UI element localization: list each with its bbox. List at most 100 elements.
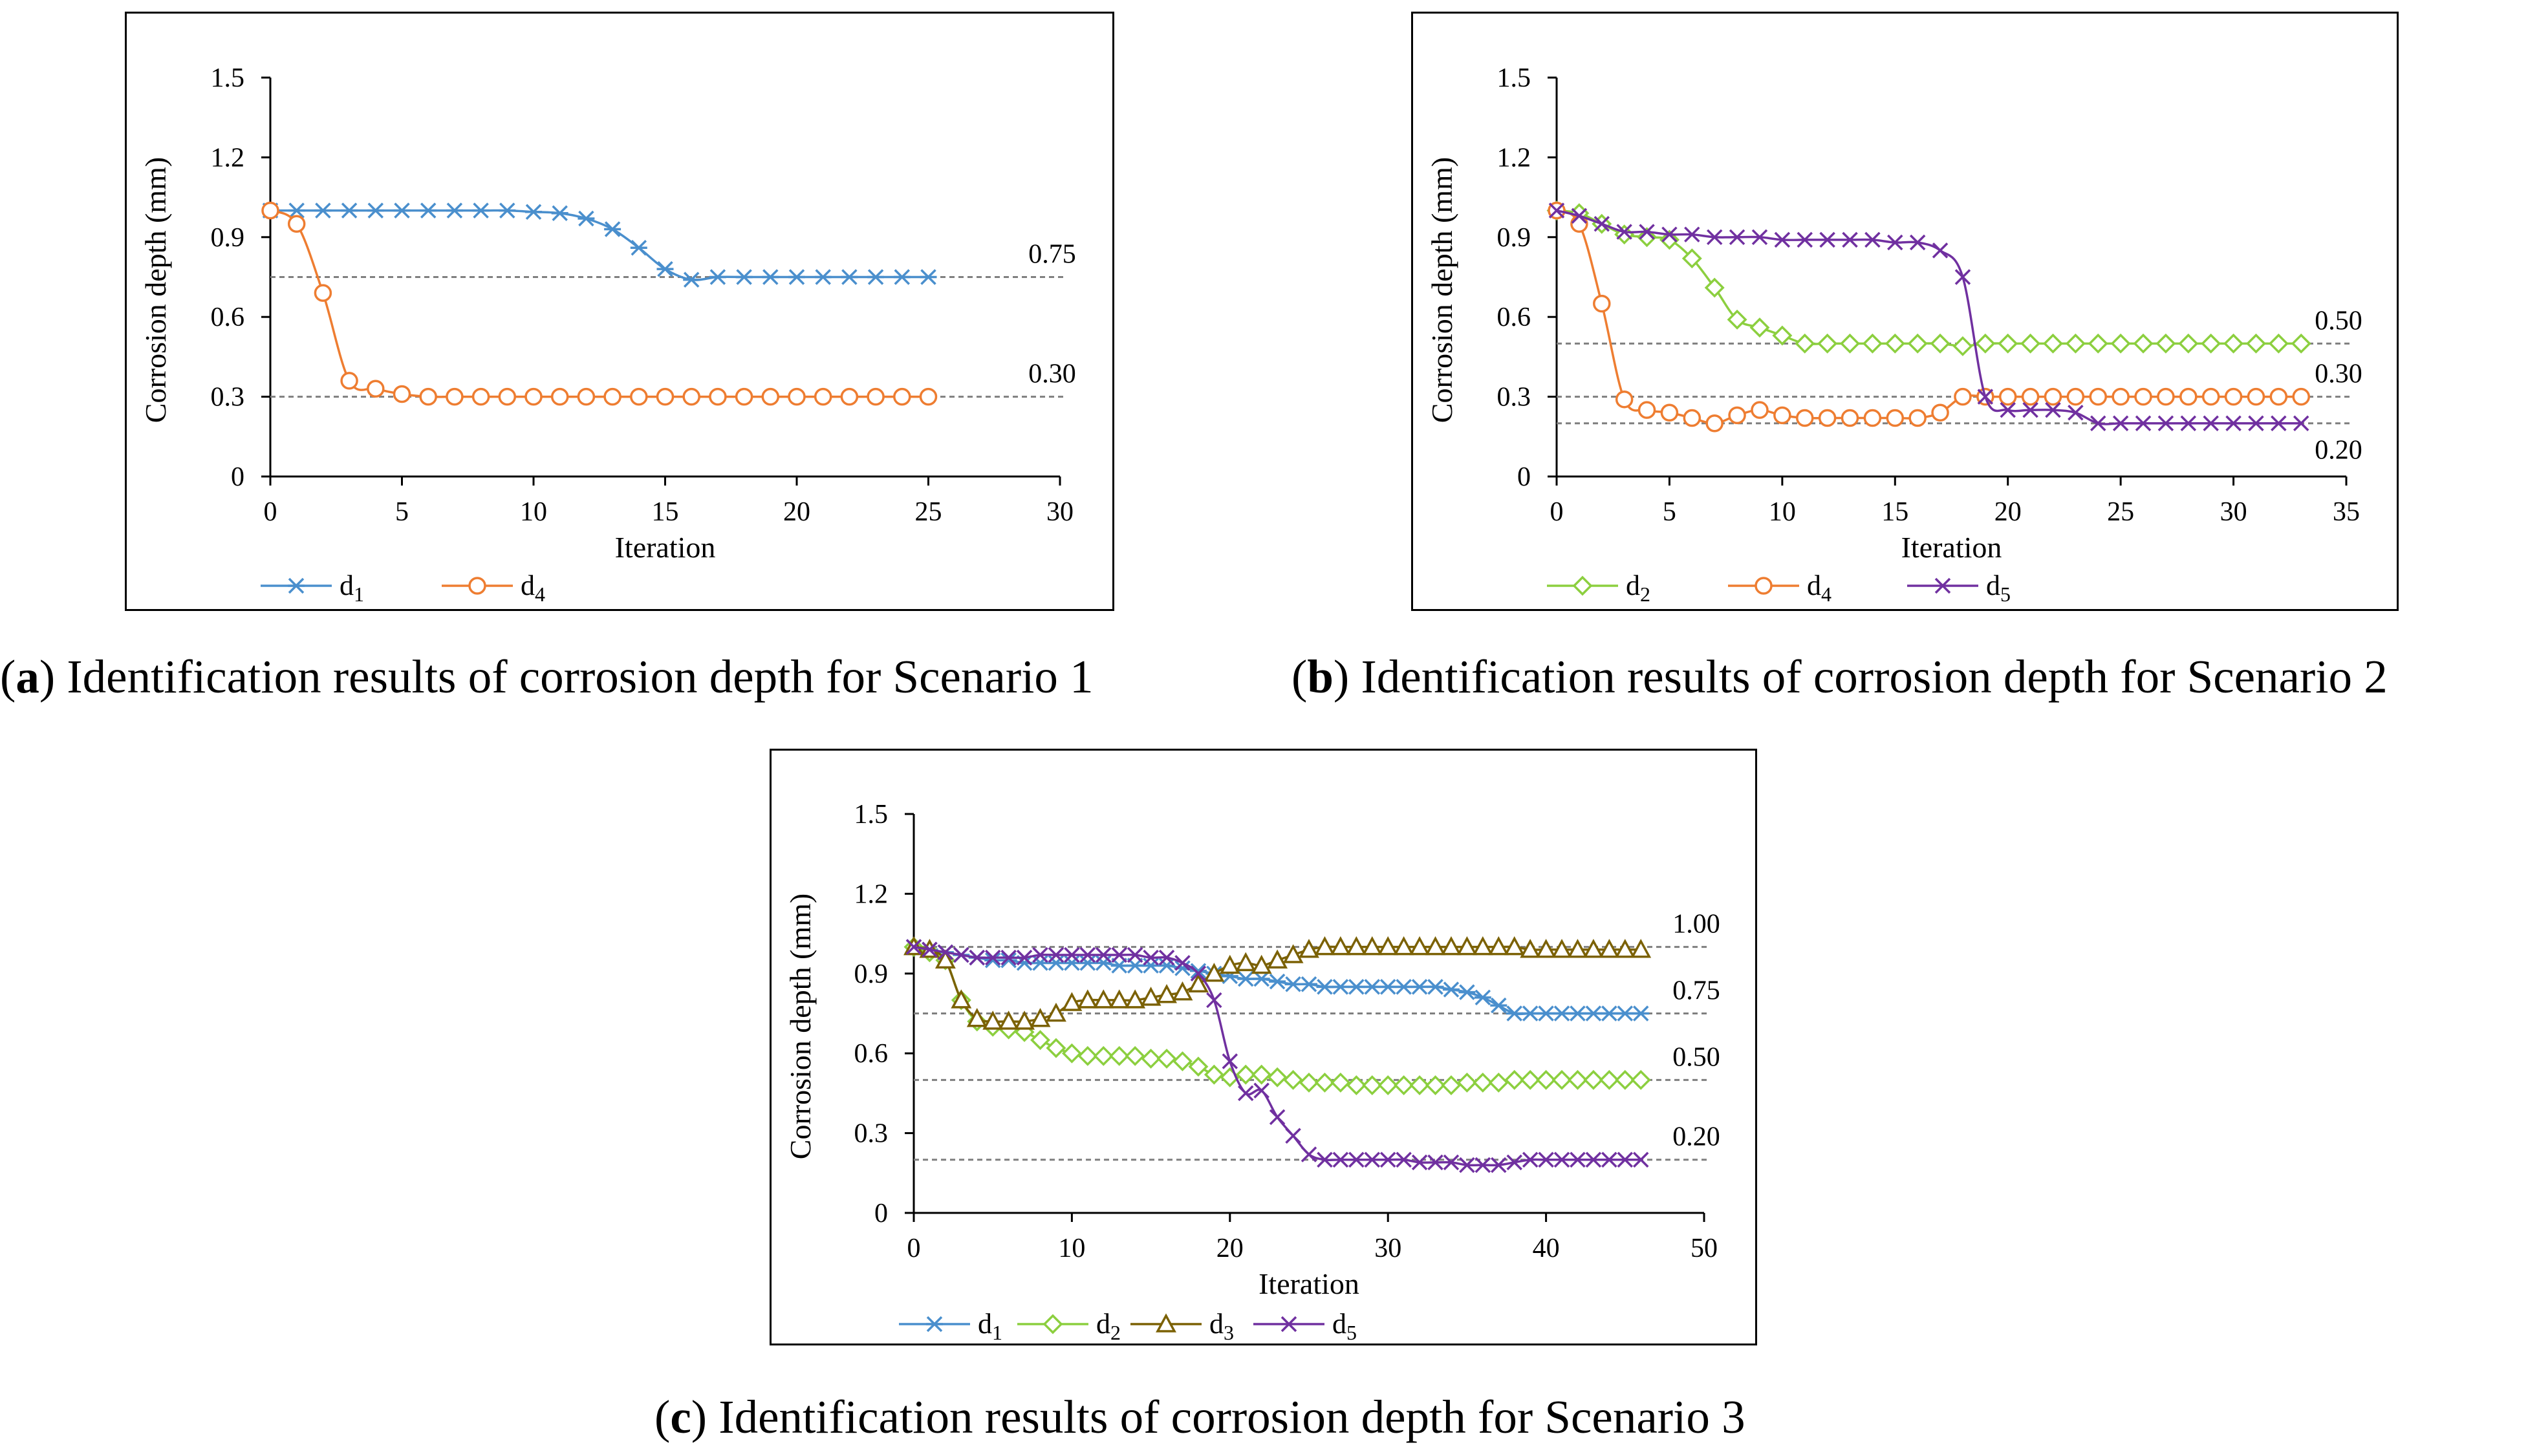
data-point-d2 [1409, 1075, 1430, 1096]
data-point-d1 [1189, 963, 1207, 979]
data-point-d1 [920, 269, 937, 285]
chart-c: 0 0.3 0.6 0.9 1.2 1.5 0 10 20 30 40 50 Iteration Corr… [784, 800, 1720, 1344]
data-point-d4 [1954, 387, 1972, 406]
data-point-d1 [1506, 1005, 1523, 1022]
data-point-d3 [951, 989, 972, 1009]
data-point-d5 [2225, 415, 2242, 431]
series-line-d2 [1556, 209, 2302, 348]
data-point-d3 [1377, 936, 1399, 956]
data-point-d3 [1551, 939, 1572, 958]
data-point-d5 [2045, 401, 2061, 418]
data-point-d2 [1727, 309, 1747, 330]
reference-line-label: 0.20 [2315, 436, 2362, 466]
legend-marker-d1 [288, 577, 305, 594]
data-point-d1 [341, 202, 358, 219]
series-d5 [905, 939, 1649, 1173]
data-point-d5 [1158, 949, 1175, 966]
data-point-d5 [1548, 202, 1565, 219]
data-point-d1 [420, 202, 437, 219]
x-tick-label: 10 [1769, 497, 1796, 527]
y-tick-label: 1.5 [211, 63, 245, 93]
x-tick-label: 20 [783, 497, 810, 527]
data-point-d2 [1885, 333, 1905, 354]
data-point-d5 [905, 939, 922, 955]
data-point-d1 [735, 269, 753, 285]
data-point-d5 [1633, 1151, 1649, 1168]
data-point-d1 [683, 272, 700, 288]
data-point-d1 [788, 269, 805, 285]
data-point-d1 [1411, 979, 1429, 995]
data-point-d1 [656, 261, 674, 277]
data-point-d4 [2179, 387, 2198, 406]
data-point-d3 [1061, 992, 1083, 1011]
x-tick-label: 35 [2333, 497, 2360, 527]
data-point-d4 [1863, 409, 1882, 427]
data-point-d5 [1174, 955, 1191, 971]
y-tick-label: 0 [1517, 462, 1531, 492]
data-point-d3 [1235, 952, 1257, 972]
data-point-d1 [578, 210, 595, 227]
data-point-d2 [1536, 1069, 1557, 1090]
data-point-d5 [1222, 1053, 1238, 1069]
caption-c: (c) Identification results of corrosion … [654, 1391, 1745, 1443]
data-point-d5 [1000, 949, 1017, 966]
data-point-d3 [1314, 936, 1335, 956]
data-point-d2 [1125, 1045, 1145, 1066]
data-point-d5 [2000, 401, 2016, 418]
data-point-d2 [2043, 333, 2063, 354]
data-point-d3 [1472, 936, 1493, 956]
chart-panel-a: 0 0.3 0.6 0.9 1.2 1.5 0 5 10 15 20 25 30 Iteration Cor… [125, 12, 1114, 611]
y-tick-label: 1.2 [1497, 143, 1531, 173]
data-point-d5 [1111, 947, 1127, 963]
data-point-d3 [982, 1011, 1004, 1030]
data-point-d4 [656, 387, 675, 406]
data-point-d3 [934, 949, 956, 969]
data-point-d3 [1140, 987, 1161, 1006]
data-point-d4 [1773, 406, 1791, 425]
legend-marker-d3 [1156, 1313, 1176, 1333]
data-point-d5 [1064, 947, 1080, 963]
x-tick-label: 0 [1550, 497, 1564, 527]
data-point-d3 [1108, 989, 1130, 1009]
reference-line-label: 0.75 [1672, 976, 1720, 1006]
y-tick-label: 0.9 [854, 959, 889, 989]
data-point-d4 [261, 201, 279, 220]
data-point-d5 [1661, 226, 1678, 242]
data-point-d1 [1158, 958, 1176, 974]
data-point-d2 [2201, 333, 2221, 354]
data-point-d2 [1330, 1072, 1351, 1093]
data-point-d2 [1346, 1075, 1367, 1096]
data-point-d1 [1348, 979, 1365, 995]
data-point-d2 [1551, 1069, 1572, 1090]
data-point-d4 [2157, 387, 2175, 406]
x-tick-label: 10 [1058, 1234, 1085, 1263]
x-tick-label: 30 [2220, 497, 2247, 527]
data-point-d4 [2201, 387, 2220, 406]
data-point-d3 [1299, 939, 1319, 958]
caption-c-text: Identification results of corrosion dept… [718, 1391, 1745, 1443]
data-point-d1 [1047, 955, 1064, 971]
data-point-d2 [1520, 1069, 1540, 1090]
data-point-d2 [1907, 333, 1928, 354]
data-point-d5 [2271, 415, 2287, 431]
data-point-d5 [937, 944, 954, 961]
y-tick-label: 0 [874, 1199, 888, 1228]
data-point-d4 [840, 387, 859, 406]
series-d1 [262, 202, 937, 288]
data-point-d5 [1348, 1151, 1365, 1168]
data-point-d4 [1660, 403, 1679, 422]
x-axis-label: Iteration [615, 531, 716, 564]
legend-label-d4: d4 [521, 570, 545, 606]
data-point-d3 [1014, 1011, 1035, 1030]
data-point-d1 [630, 240, 647, 256]
x-axis-label: Iteration [1901, 531, 2002, 564]
data-point-d5 [1079, 947, 1096, 963]
data-point-d4 [2066, 387, 2085, 406]
data-point-d4 [287, 215, 306, 233]
caption-a-letter: a [16, 650, 39, 703]
reference-line-label: 0.50 [2315, 306, 2362, 336]
data-point-d4 [1637, 401, 1656, 419]
x-tick-label: 25 [915, 497, 942, 527]
data-point-d2 [1077, 1045, 1098, 1066]
data-point-d5 [1096, 947, 1112, 963]
